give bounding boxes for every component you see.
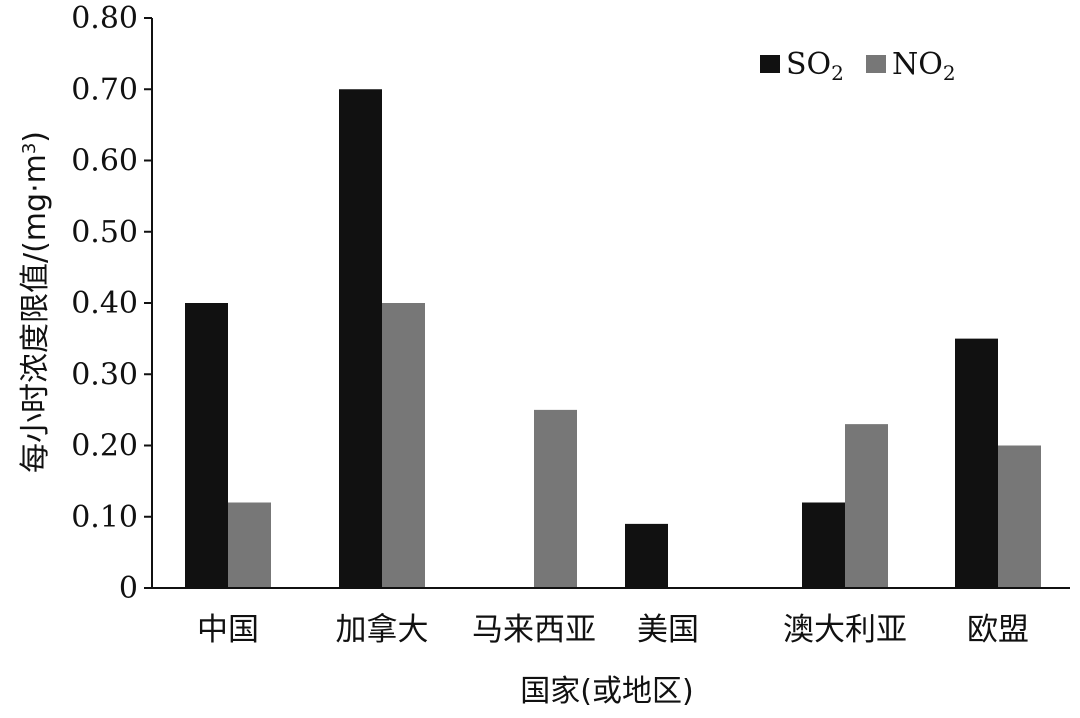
category-label: 澳大利亚 [783, 612, 907, 648]
bar-so2-0 [185, 303, 228, 588]
bar-so2-3 [625, 523, 668, 588]
y-tick-labels: 0 0.10 0.20 0.30 0.40 0.50 0.60 0.70 0.80 [71, 1, 152, 606]
bar-so2-4 [802, 502, 845, 588]
x-axis-title: 国家(或地区) [520, 674, 693, 709]
bar-no2-1 [382, 303, 425, 588]
category-label: 马来西亚 [472, 612, 596, 648]
y-axis-title: 每小时浓度限值/(mg·m3) [18, 131, 53, 473]
bar-no2-2 [534, 409, 577, 588]
legend-label-so2: SO2 [786, 47, 844, 85]
category-label: 美国 [637, 612, 699, 648]
legend-swatch-no2 [866, 55, 886, 73]
y-tick-label: 0.40 [71, 286, 138, 321]
legend: SO2 NO2 [760, 47, 956, 85]
bar-so2-5 [955, 338, 998, 588]
y-tick-label: 0.50 [71, 215, 138, 250]
category-label: 中国 [197, 612, 259, 648]
category-labels: 中国 加拿大 马来西亚 美国 澳大利亚 欧盟 [197, 612, 1029, 648]
legend-swatch-so2 [760, 55, 780, 73]
y-tick-label: 0.70 [71, 72, 138, 107]
category-label: 欧盟 [967, 612, 1029, 648]
bar-no2-0 [228, 502, 271, 588]
y-tick-label: 0.20 [71, 429, 138, 464]
legend-label-no2: NO2 [892, 47, 956, 85]
y-tick-label: 0.10 [71, 500, 138, 535]
bar-no2-4 [845, 424, 888, 588]
bar-so2-1 [339, 89, 382, 588]
bar-no2-5 [998, 445, 1041, 588]
bars [185, 89, 1041, 588]
category-label: 加拿大 [336, 612, 429, 648]
y-tick-label: 0.60 [71, 144, 138, 179]
y-tick-label: 0 [119, 571, 138, 606]
y-tick-label: 0.80 [71, 1, 138, 36]
y-tick-label: 0.30 [71, 357, 138, 392]
